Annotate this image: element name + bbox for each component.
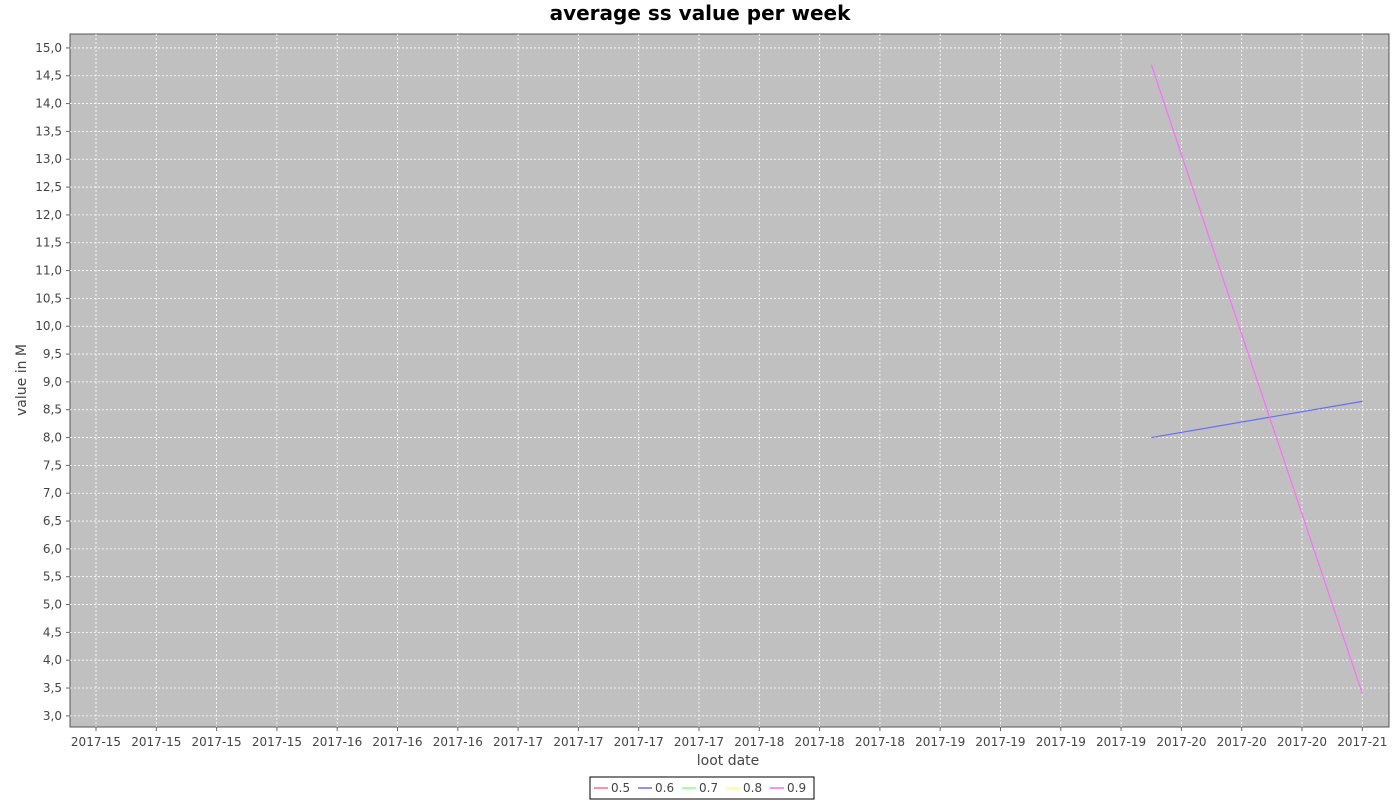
x-tick-label: 2017-15 bbox=[192, 735, 242, 749]
x-tick-label: 2017-19 bbox=[1096, 735, 1146, 749]
y-tick-label: 7,5 bbox=[43, 458, 62, 472]
x-tick-label: 2017-20 bbox=[1277, 735, 1327, 749]
grid-lines bbox=[70, 34, 1389, 727]
y-tick-label: 10,0 bbox=[35, 319, 62, 333]
x-tick-label: 2017-18 bbox=[855, 735, 905, 749]
legend-label: 0.8 bbox=[743, 781, 762, 795]
y-tick-label: 7,0 bbox=[43, 486, 62, 500]
x-axis-label: loot date bbox=[697, 753, 760, 769]
y-tick-label: 9,5 bbox=[43, 347, 62, 361]
y-tick-label: 4,5 bbox=[43, 625, 62, 639]
y-tick-label: 9,0 bbox=[43, 375, 62, 389]
legend-label: 0.6 bbox=[655, 781, 674, 795]
y-tick-label: 3,0 bbox=[43, 709, 62, 723]
x-tick-label: 2017-15 bbox=[71, 735, 121, 749]
y-tick-label: 14,5 bbox=[35, 69, 62, 83]
y-tick-label: 6,5 bbox=[43, 514, 62, 528]
y-tick-label: 11,5 bbox=[35, 236, 62, 250]
x-tick-label: 2017-19 bbox=[915, 735, 965, 749]
y-tick-label: 8,5 bbox=[43, 403, 62, 417]
x-tick-label: 2017-18 bbox=[795, 735, 845, 749]
y-tick-label: 10,5 bbox=[35, 291, 62, 305]
y-tick-label: 13,0 bbox=[35, 152, 62, 166]
series-lines bbox=[1150, 64, 1363, 694]
y-tick-label: 4,0 bbox=[43, 653, 62, 667]
x-tick-label: 2017-17 bbox=[614, 735, 664, 749]
x-tick-label: 2017-20 bbox=[1156, 735, 1206, 749]
x-tick-label: 2017-21 bbox=[1337, 735, 1387, 749]
legend-label: 0.5 bbox=[611, 781, 630, 795]
x-tick-label: 2017-17 bbox=[674, 735, 724, 749]
x-tick-label: 2017-16 bbox=[372, 735, 422, 749]
y-tick-label: 5,5 bbox=[43, 570, 62, 584]
x-tick-label: 2017-19 bbox=[975, 735, 1025, 749]
legend-label: 0.7 bbox=[699, 781, 718, 795]
x-tick-label: 2017-15 bbox=[252, 735, 302, 749]
y-tick-label: 5,0 bbox=[43, 598, 62, 612]
y-tick-label: 8,0 bbox=[43, 431, 62, 445]
series-line-0.9 bbox=[1150, 64, 1363, 694]
y-tick-label: 12,0 bbox=[35, 208, 62, 222]
x-tick-label: 2017-17 bbox=[493, 735, 543, 749]
y-tick-label: 13,5 bbox=[35, 124, 62, 138]
y-axis: 3,0 3,5 4,0 4,5 5,0 5,5 6,0 6,5 7,0 7,5 8,0 8,5 9,0 9… bbox=[35, 41, 70, 723]
x-tick-label: 2017-20 bbox=[1217, 735, 1267, 749]
chart-title: average ss value per week bbox=[550, 1, 852, 25]
legend-label: 0.9 bbox=[787, 781, 806, 795]
x-axis: 2017-15 2017-15 2017-15 2017-15 2017-16 2017-… bbox=[71, 727, 1387, 749]
legend-box bbox=[589, 776, 815, 800]
plot-area bbox=[69, 33, 1390, 728]
x-tick-label: 2017-18 bbox=[734, 735, 784, 749]
y-tick-label: 12,5 bbox=[35, 180, 62, 194]
x-tick-label: 2017-16 bbox=[433, 735, 483, 749]
y-tick-label: 6,0 bbox=[43, 542, 62, 556]
x-tick-label: 2017-19 bbox=[1036, 735, 1086, 749]
y-tick-label: 14,0 bbox=[35, 97, 62, 111]
legend: 0.5 0.6 0.7 0.8 0.9 bbox=[589, 776, 815, 800]
series-line-0.6 bbox=[1151, 400, 1363, 439]
x-tick-label: 2017-15 bbox=[131, 735, 181, 749]
y-tick-label: 15,0 bbox=[35, 41, 62, 55]
y-tick-label: 3,5 bbox=[43, 681, 62, 695]
x-tick-label: 2017-17 bbox=[553, 735, 603, 749]
y-tick-label: 11,0 bbox=[35, 264, 62, 278]
x-tick-label: 2017-16 bbox=[312, 735, 362, 749]
y-axis-label: value in M bbox=[14, 344, 30, 416]
